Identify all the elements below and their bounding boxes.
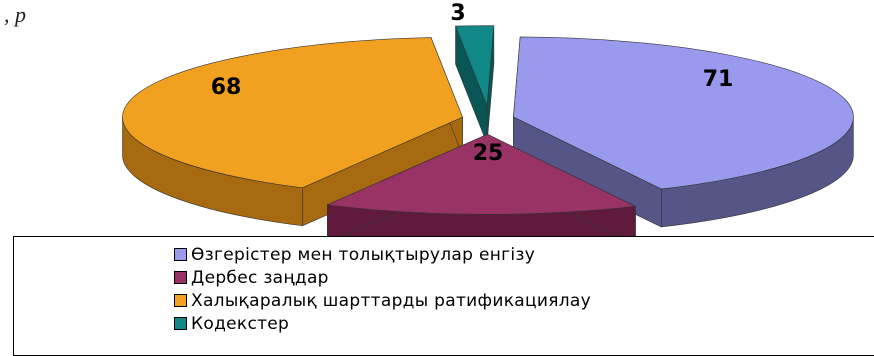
data-label-separate-laws: 25 (473, 141, 504, 166)
pie-chart: 71 25 68 3 (122, 1, 854, 236)
legend-swatch-amendments (174, 248, 187, 261)
legend-label-amendments: Өзгерістер мен толықтырулар енгізу (191, 244, 536, 265)
legend-swatch-ratification (174, 294, 187, 307)
legend-swatch-codes (174, 317, 187, 330)
legend-swatch-separate-laws (174, 271, 187, 284)
pie-slice-ratification (122, 37, 463, 227)
legend-label-ratification: Халықаралық шарттарды ратификациялау (191, 290, 591, 311)
pie-slice-amendments (513, 36, 854, 228)
legend-label-separate-laws: Дербес заңдар (191, 267, 329, 288)
legend-item-ratification: Халықаралық шарттарды ратификациялау (174, 289, 874, 312)
chart-legend: Өзгерістер мен толықтырулар енгізу Дербе… (13, 236, 874, 356)
legend-label-codes: Кодекстер (191, 313, 290, 334)
data-label-amendments: 71 (703, 67, 734, 92)
legend-item-amendments: Өзгерістер мен толықтырулар енгізу (174, 243, 874, 266)
data-label-codes: 3 (450, 1, 465, 26)
pie-slice-codes (455, 25, 495, 144)
data-label-ratification: 68 (211, 75, 242, 100)
pie-slice-separate-laws (326, 133, 637, 236)
header-fragment: , р (4, 2, 26, 27)
legend-item-separate-laws: Дербес заңдар (174, 266, 874, 289)
legend-item-codes: Кодекстер (174, 312, 874, 335)
